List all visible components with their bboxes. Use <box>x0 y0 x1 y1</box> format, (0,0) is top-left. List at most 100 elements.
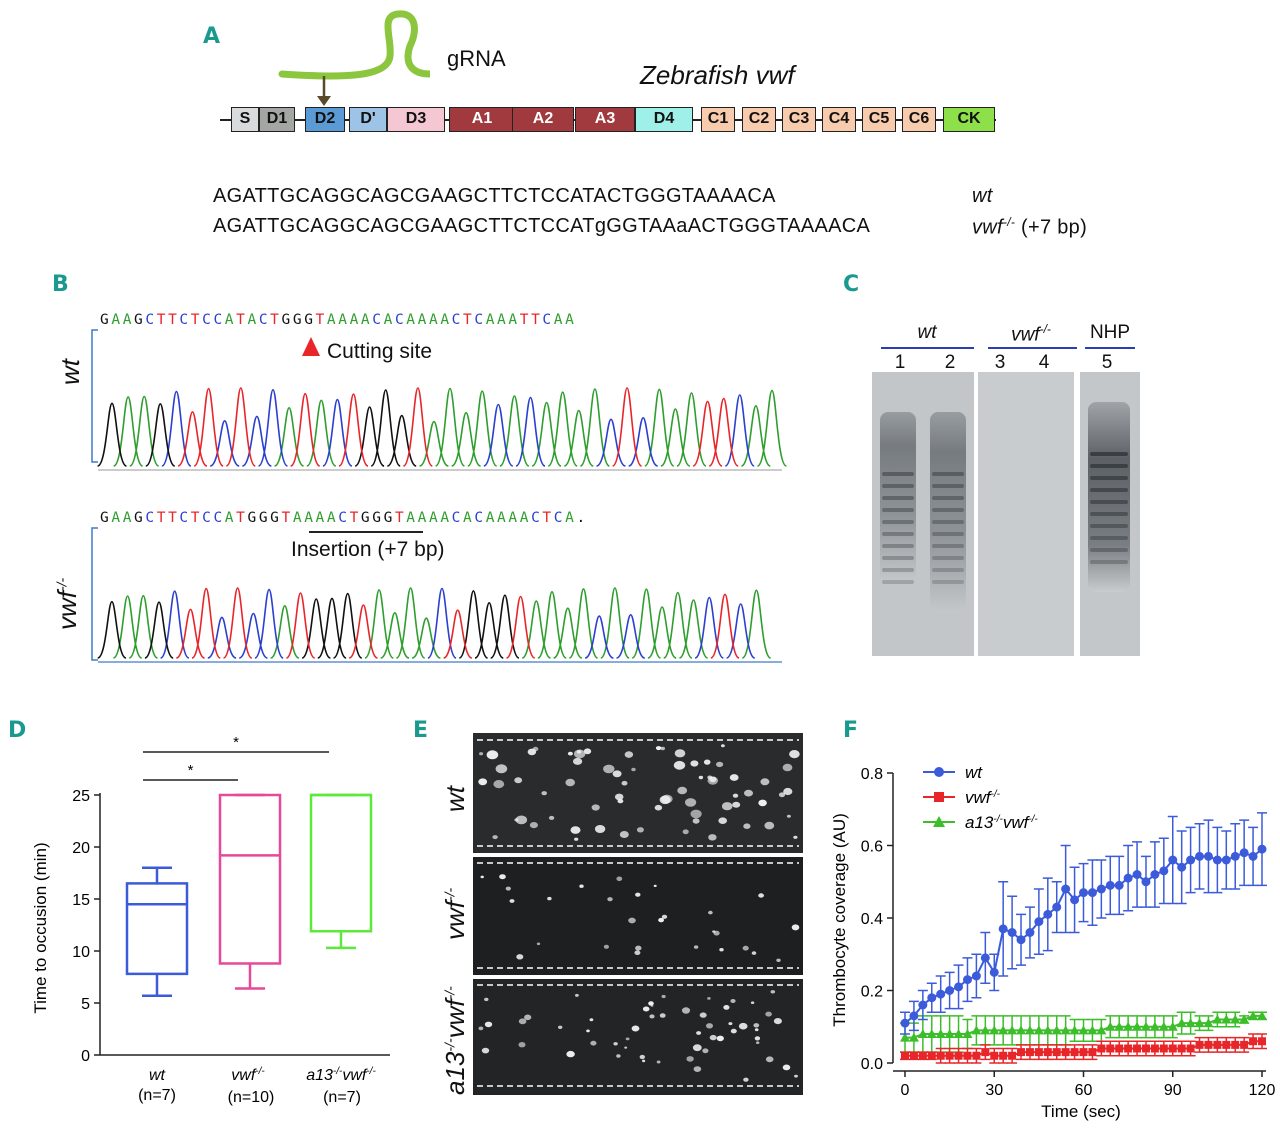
trace-peaks-c <box>159 587 756 659</box>
base-23: A <box>360 312 373 328</box>
thrombocyte-dot <box>575 993 579 997</box>
base-20: A <box>326 312 339 328</box>
thrombocyte-dot <box>642 1059 646 1063</box>
base-41: A <box>565 510 577 526</box>
image-vwf <box>473 857 803 975</box>
chart-f-ylabel: Thrombocyte coverage (AU) <box>830 813 849 1027</box>
seq-mut-mid: GGTAA <box>606 215 677 237</box>
domain-d3: D3 <box>387 107 445 132</box>
thrombocyte-dot <box>614 793 624 801</box>
thrombocyte-dot <box>698 775 704 780</box>
base-38: T <box>531 312 543 328</box>
data-point <box>1194 1018 1205 1028</box>
base-32: A <box>463 510 475 526</box>
domain-a3: A3 <box>575 107 635 132</box>
gel-lane-label-1: 1 <box>894 352 906 373</box>
data-point <box>1141 1044 1150 1053</box>
legend-dko-marker-icon <box>933 816 945 827</box>
thrombocyte-dot <box>583 748 592 755</box>
thrombocyte-dot <box>794 1074 798 1078</box>
panel-letter-b: B <box>52 272 69 297</box>
thrombocyte-dot <box>673 760 686 770</box>
data-point <box>945 1051 954 1060</box>
thrombocyte-dot <box>631 1025 640 1032</box>
thrombocyte-dot <box>607 897 613 902</box>
base-5: T <box>156 510 169 526</box>
base-8: T <box>190 510 203 526</box>
data-point <box>1185 1018 1196 1028</box>
thrombocyte-dot <box>660 746 665 751</box>
data-point <box>1240 1040 1249 1049</box>
data-point <box>1087 1025 1098 1035</box>
thrombocyte-dot <box>716 761 724 768</box>
base-37: T <box>519 312 532 328</box>
chart-f-ytick-label: 0.0 <box>861 1056 883 1073</box>
base-21: C <box>338 510 350 526</box>
gel-band <box>932 568 964 572</box>
base-10: C <box>213 510 225 526</box>
thrombocyte-dot <box>765 1011 772 1017</box>
data-point <box>1034 1048 1043 1057</box>
chart-f-xlabel: Time (sec) <box>1041 1102 1121 1121</box>
thrombocyte-dot <box>728 1022 733 1026</box>
gel-band <box>1090 476 1128 480</box>
thrombocyte-dot <box>743 823 751 829</box>
base-28: A <box>417 312 429 328</box>
seq-mut-label-sup: -/- <box>1002 215 1016 229</box>
thrombocyte-dot <box>770 990 776 994</box>
base-32: T <box>463 312 475 328</box>
base-30: A <box>440 510 452 526</box>
trace-wt-label: wt <box>55 359 85 385</box>
domain-d4: D4 <box>635 107 693 132</box>
data-point <box>998 1025 1009 1035</box>
chromatograms <box>91 329 788 663</box>
domain-d2: D2 <box>305 107 345 132</box>
base-16: T <box>281 510 293 526</box>
data-point <box>1096 884 1106 894</box>
thrombocyte-dot <box>729 774 739 781</box>
legend-dko-a13: a13 <box>965 813 994 832</box>
data-point <box>1149 1021 1160 1031</box>
data-point <box>981 1048 990 1057</box>
base-8: T <box>190 312 203 328</box>
data-point <box>1123 1021 1134 1031</box>
base-37: A <box>519 510 532 526</box>
thrombocyte-dot <box>649 1014 655 1019</box>
panel-letter-c: C <box>843 272 860 297</box>
base-30: A <box>440 312 452 328</box>
data-point <box>980 1025 991 1035</box>
base-40: A <box>553 312 566 328</box>
data-point <box>990 1051 999 1060</box>
trace-peaks-a <box>112 587 772 659</box>
base-29: A <box>428 510 441 526</box>
thrombocyte-dot <box>573 757 583 765</box>
legend-vwf-label: vwf-/- <box>965 788 1001 807</box>
base-22: A <box>349 312 361 328</box>
base-33: C <box>474 312 486 328</box>
domain-c1: C1 <box>701 107 735 132</box>
data-point <box>1017 1048 1026 1057</box>
gel-band <box>1090 548 1128 552</box>
data-point <box>1124 1044 1133 1053</box>
base-29: A <box>428 312 441 328</box>
base-17: A <box>292 510 305 526</box>
thrombocyte-dot <box>764 821 775 830</box>
domain-c4: C4 <box>822 107 856 132</box>
base-35: A <box>497 312 509 328</box>
thrombocyte-dot <box>778 792 786 798</box>
base-22: T <box>349 510 361 526</box>
image-wt <box>473 733 803 853</box>
domain-s: S <box>231 107 259 132</box>
gel-lane-label-3: 3 <box>994 352 1006 373</box>
chart-f-xtick-label: 60 <box>1075 1082 1093 1099</box>
data-point <box>1033 1025 1044 1035</box>
gel-band <box>1090 536 1128 540</box>
base-13: A <box>247 312 259 328</box>
data-point <box>989 967 999 977</box>
data-point <box>909 1051 918 1060</box>
domain-d1: D1 <box>259 107 295 132</box>
thrombocyte-dot <box>524 1014 532 1021</box>
thrombocyte-dot <box>682 829 689 835</box>
data-point <box>1043 1048 1052 1057</box>
seq-mut: AGATTGCAGGCAGCGAAGCTTCTCCATgGGTAAaACTGGG… <box>213 215 870 238</box>
